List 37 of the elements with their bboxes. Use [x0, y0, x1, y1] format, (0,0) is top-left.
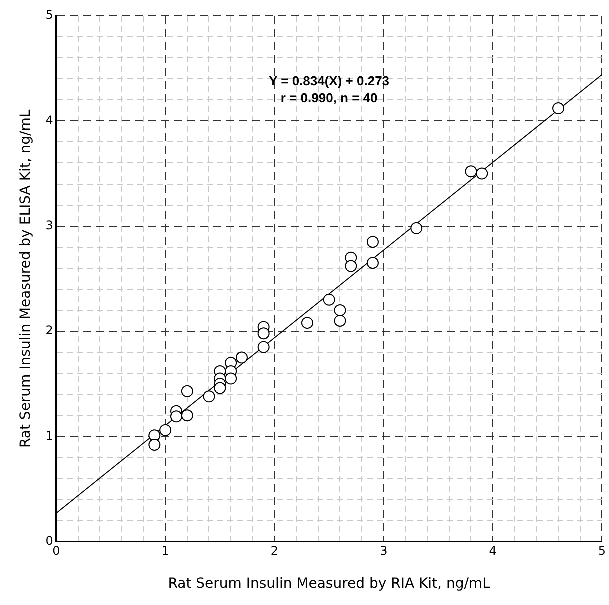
point — [366, 236, 379, 248]
x-tick-label: 2 — [270, 544, 279, 558]
x-axis-title: Rat Serum Insulin Measured by RIA Kit, ng/mL — [168, 576, 491, 592]
x-tick-label: 4 — [489, 544, 497, 558]
point — [203, 390, 216, 403]
point — [214, 382, 226, 394]
point — [258, 328, 270, 340]
annotation: Y = 0.834(X) + 0.273 — [269, 74, 390, 89]
point — [225, 372, 238, 385]
y-tick-label: 3 — [46, 218, 54, 232]
point — [181, 410, 194, 422]
y-tick-label: 2 — [46, 324, 54, 338]
point — [301, 317, 314, 330]
point — [410, 222, 423, 234]
y-tick-label: 5 — [46, 8, 54, 22]
point — [334, 304, 346, 316]
y-axis-title: Rat Serum Insulin Measured by ELISA Kit, ng/mL — [18, 110, 34, 448]
x-tick-label: 5 — [598, 544, 606, 558]
point — [323, 294, 336, 306]
point — [552, 102, 565, 115]
point — [258, 341, 270, 354]
annotation: r = 0.990, n = 40 — [280, 90, 378, 106]
point — [476, 168, 488, 180]
point — [366, 257, 379, 270]
point — [181, 385, 194, 398]
y-tick-label: 0 — [46, 534, 54, 548]
x-tick-label: 1 — [162, 544, 170, 558]
point — [345, 260, 358, 272]
point — [148, 439, 161, 452]
point — [236, 352, 248, 364]
point — [160, 424, 172, 436]
x-tick-label: 3 — [380, 544, 388, 558]
point — [334, 314, 346, 327]
y-tick-label: 4 — [46, 113, 54, 128]
point — [465, 166, 478, 178]
y-tick-label: 1 — [46, 428, 54, 443]
point — [170, 410, 182, 423]
